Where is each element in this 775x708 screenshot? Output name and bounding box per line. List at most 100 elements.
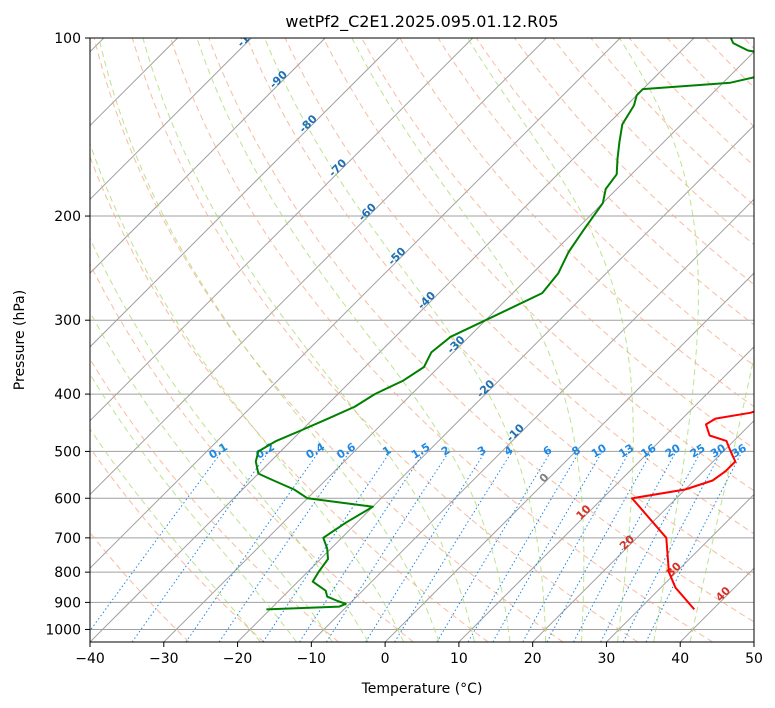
mixing-ratio-label: 1.5 [409,440,432,461]
dry-adiabat-line [322,38,754,492]
x-tick-label: 30 [598,651,616,667]
isotherm-line [606,493,754,642]
isotherm-line [90,38,252,201]
isotherm-label: -80 [296,112,319,135]
mixing-ratio-line [131,451,270,642]
isotherm-line [163,51,754,642]
dry-adiabat-line [705,38,754,89]
dry-adiabat-line [666,38,754,128]
dry-adiabat-line [170,38,713,642]
isotherm-line [458,346,754,642]
y-tick-label: 800 [54,565,81,581]
moist-adiabat-line [196,38,511,642]
dry-adiabat-line [590,38,754,206]
x-tick-label: 0 [381,651,390,667]
mixing-ratio-line [90,451,223,632]
dry-adiabat-line [552,38,754,246]
x-tick-label: −10 [297,651,327,667]
isotherm-line [532,419,754,642]
dry-adiabat-line [246,38,754,578]
mixing-ratio-label: 6 [541,443,555,458]
mixing-ratio-line [546,451,653,642]
isotherm-label: -60 [356,200,379,223]
x-axis-label: Temperature (°C) [361,681,483,697]
mixing-ratio-line [600,451,702,642]
isotherm-label: -100 [235,21,264,50]
mixing-ratio-line [299,451,425,642]
isotherm-line [90,38,400,348]
x-tick-label: 10 [450,651,468,667]
moist-adiabat-line [90,142,405,642]
x-tick-label: −20 [223,651,253,667]
moist-adiabat-line [90,311,333,642]
x-tick-label: −40 [75,651,105,667]
dry-adiabat-line [90,446,265,642]
mixing-ratio-line [436,451,552,642]
profile-lines [254,38,754,611]
dry-adiabat-line [90,358,339,642]
moist-adiabat-line [98,38,440,642]
mixing-ratio-line [262,451,392,642]
isotherm-label: -20 [474,377,497,400]
dry-adiabat-line [208,38,754,623]
y-tick-label: 900 [54,595,81,611]
isotherm-label: 40 [713,584,733,604]
background-lines [90,38,754,642]
mixing-ratio-line [185,451,320,642]
mixing-ratio-label: 0.6 [335,440,359,462]
mixing-ratio-label: 10 [589,441,609,460]
mixing-ratio-line [522,451,631,642]
mixing-ratio-line [645,451,743,642]
y-tick-label: 300 [54,313,81,329]
isotherm-line [384,272,754,642]
axis-ticks: −40 −30 −20 −10 0 10 20 30 40 5010020030040050060… [45,31,763,667]
isotherm-label: 20 [617,532,637,552]
mixing-ratio-line [394,451,513,642]
isotherm-label: -40 [415,289,438,312]
moist-adiabat-line [90,237,369,642]
dewpoint-line [254,38,754,611]
isotherm-line [90,38,474,422]
plot-frame [89,37,755,643]
moist-adiabat-line [90,373,297,642]
y-tick-label: 100 [54,31,81,47]
isotherm-line [753,641,754,642]
x-tick-label: 40 [671,651,689,667]
mixing-ratio-label: 0.1 [207,440,230,461]
moist-adiabat-line [264,38,547,642]
isotherm-line [90,38,695,642]
moist-adiabat-line [142,38,475,642]
mixing-ratio-line [622,451,722,642]
dry-adiabat-line [361,38,754,450]
y-tick-label: 200 [54,209,81,225]
mixing-ratio-label: 0.4 [304,440,328,462]
dry-adiabat-line [743,38,754,50]
isotherm-label: -50 [385,245,408,268]
x-tick-label: 50 [745,651,763,667]
moist-adiabat-line [689,354,754,642]
isotherm-label: -70 [326,156,349,179]
mixing-ratio-line [325,451,450,642]
isotherm-label: 30 [664,559,684,579]
y-axis-label: Pressure (hPa) [12,290,28,390]
isotherm-line [90,38,547,496]
x-tick-label: −30 [149,651,179,667]
chart-title: wetPf2_C2E1.2025.095.01.12.R05 [285,12,558,32]
dry-adiabat-line [90,155,489,642]
moist-adiabat-line [90,427,261,642]
dry-adiabat-line [628,38,754,167]
mixing-ratio-label: 30 [708,441,728,460]
dry-adiabat-line [399,38,754,408]
isotherm-line [90,38,621,569]
isotherm-line [679,567,754,642]
temperature-line [631,410,754,611]
isotherm-line [310,198,754,642]
dry-adiabat-line [437,38,754,367]
isotherm-line [237,124,754,642]
isotherm-label: -10 [504,421,527,444]
moist-adiabat-line [618,38,699,642]
y-tick-label: 400 [54,387,81,403]
mixing-ratio-label: 25 [688,441,708,460]
moist-adiabat-line [351,38,585,642]
